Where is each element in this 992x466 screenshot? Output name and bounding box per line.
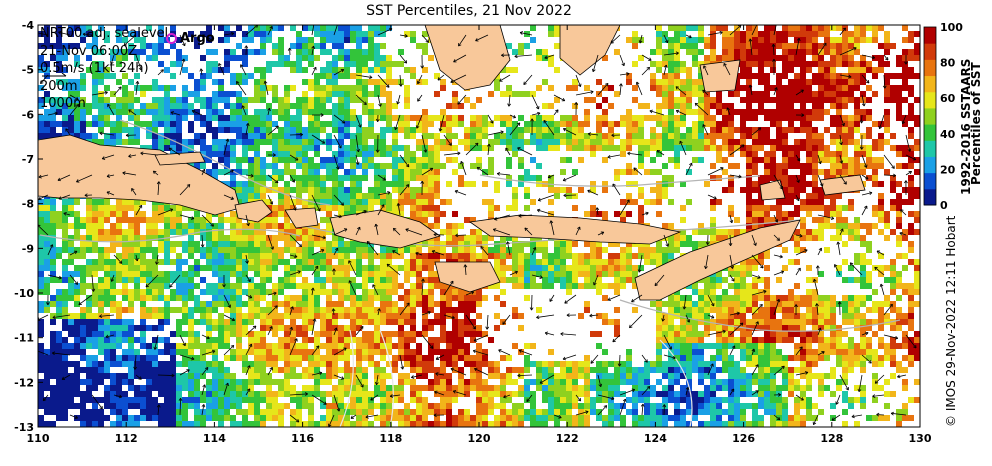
colorbar-segment (924, 124, 936, 141)
colorbar-tick-label: 60 (940, 92, 956, 105)
map-title: SST Percentiles, 21 Nov 2022 (366, 3, 572, 19)
x-tick-label: 112 (115, 432, 138, 445)
x-tick-label: 130 (909, 432, 932, 445)
current-vectors (38, 25, 917, 427)
x-tick-label: 118 (379, 432, 402, 445)
colorbar-segment (924, 172, 936, 190)
colorbar-tick-label: 80 (940, 57, 956, 70)
colorbar-segment (924, 27, 936, 44)
bathymetry-contours (39, 119, 901, 427)
colorbar-segment (924, 91, 936, 109)
y-tick-label: -6 (22, 108, 35, 121)
y-tick-label: -10 (14, 287, 34, 300)
colorbar-title-line1: 1992-2016 SSTAARS (960, 59, 973, 195)
legend-1000m: 1000m (40, 96, 86, 111)
y-tick-label: -11 (14, 332, 34, 345)
x-tick-label: 124 (644, 432, 667, 445)
y-axis: -4 -5 -6 -7 -8 -9 -10 -11 -12 -13 (14, 19, 43, 434)
credit: © IMOS 29-Nov-2022 12:11 Hobart (944, 215, 958, 427)
y-tick-label: -12 (14, 376, 34, 389)
x-tick-label: 120 (468, 432, 491, 445)
landmass (329, 209, 441, 249)
y-tick-label: -8 (22, 198, 34, 211)
legend-speed: 0.5m/s (1kt 24h) (40, 61, 149, 76)
colorbar-segment (924, 43, 936, 60)
argo-label: Argo (180, 31, 215, 46)
landmass (234, 199, 273, 223)
y-tick-label: -4 (22, 19, 35, 32)
x-tick-label: 116 (291, 432, 314, 445)
colorbar-segment (924, 156, 936, 174)
legend-200m: 200m (40, 78, 78, 94)
landmass (819, 174, 866, 196)
landmass (424, 25, 511, 91)
colorbar-segment (924, 107, 936, 125)
colorbar-segment (924, 75, 936, 93)
y-tick-label: -9 (22, 242, 34, 255)
credit-text: © IMOS 29-Nov-2022 12:11 Hobart (944, 215, 958, 427)
landmass (759, 179, 786, 201)
colorbar: 100 80 60 40 20 0 (923, 21, 963, 212)
colorbar-tick-label: 20 (940, 163, 956, 176)
landmass (154, 151, 206, 166)
argo-legend: Argo (166, 31, 215, 46)
legend-time: 21-Nov 06:00Z (40, 43, 138, 59)
y-tick-label: -5 (22, 64, 34, 77)
x-tick-label: 128 (820, 432, 843, 445)
y-tick-label: -7 (22, 153, 34, 166)
x-tick-label: 114 (203, 432, 226, 445)
colorbar-tick-label: 40 (940, 128, 956, 141)
x-tick-label: 126 (732, 432, 755, 445)
colorbar-segment (924, 59, 936, 77)
colorbar-tick-label: 100 (940, 21, 963, 34)
x-tick-label: 122 (556, 432, 579, 445)
y-tick-label: -13 (14, 421, 34, 434)
legend-sealevel: NRT00 adj. sealevel (40, 26, 169, 41)
argo-marker-icon (166, 33, 177, 44)
landmass (699, 59, 741, 93)
x-tick-label: 110 (27, 432, 50, 445)
x-axis: 110 112 114 116 118 120 122 124 126 128 130 (27, 25, 932, 445)
colorbar-title: 1992-2016 SSTAARS Percentiles of SST (960, 59, 980, 195)
colorbar-segment (924, 188, 936, 206)
colorbar-tick-label: 0 (940, 199, 948, 212)
landmass (284, 207, 319, 229)
colorbar-title-line2: Percentiles of SST (969, 62, 980, 185)
colorbar-segment (924, 140, 936, 157)
landmass (559, 25, 621, 76)
map-legend: NRT00 adj. sealevel 21-Nov 06:00Z 0.5m/s… (40, 25, 168, 113)
landmass (634, 219, 801, 301)
